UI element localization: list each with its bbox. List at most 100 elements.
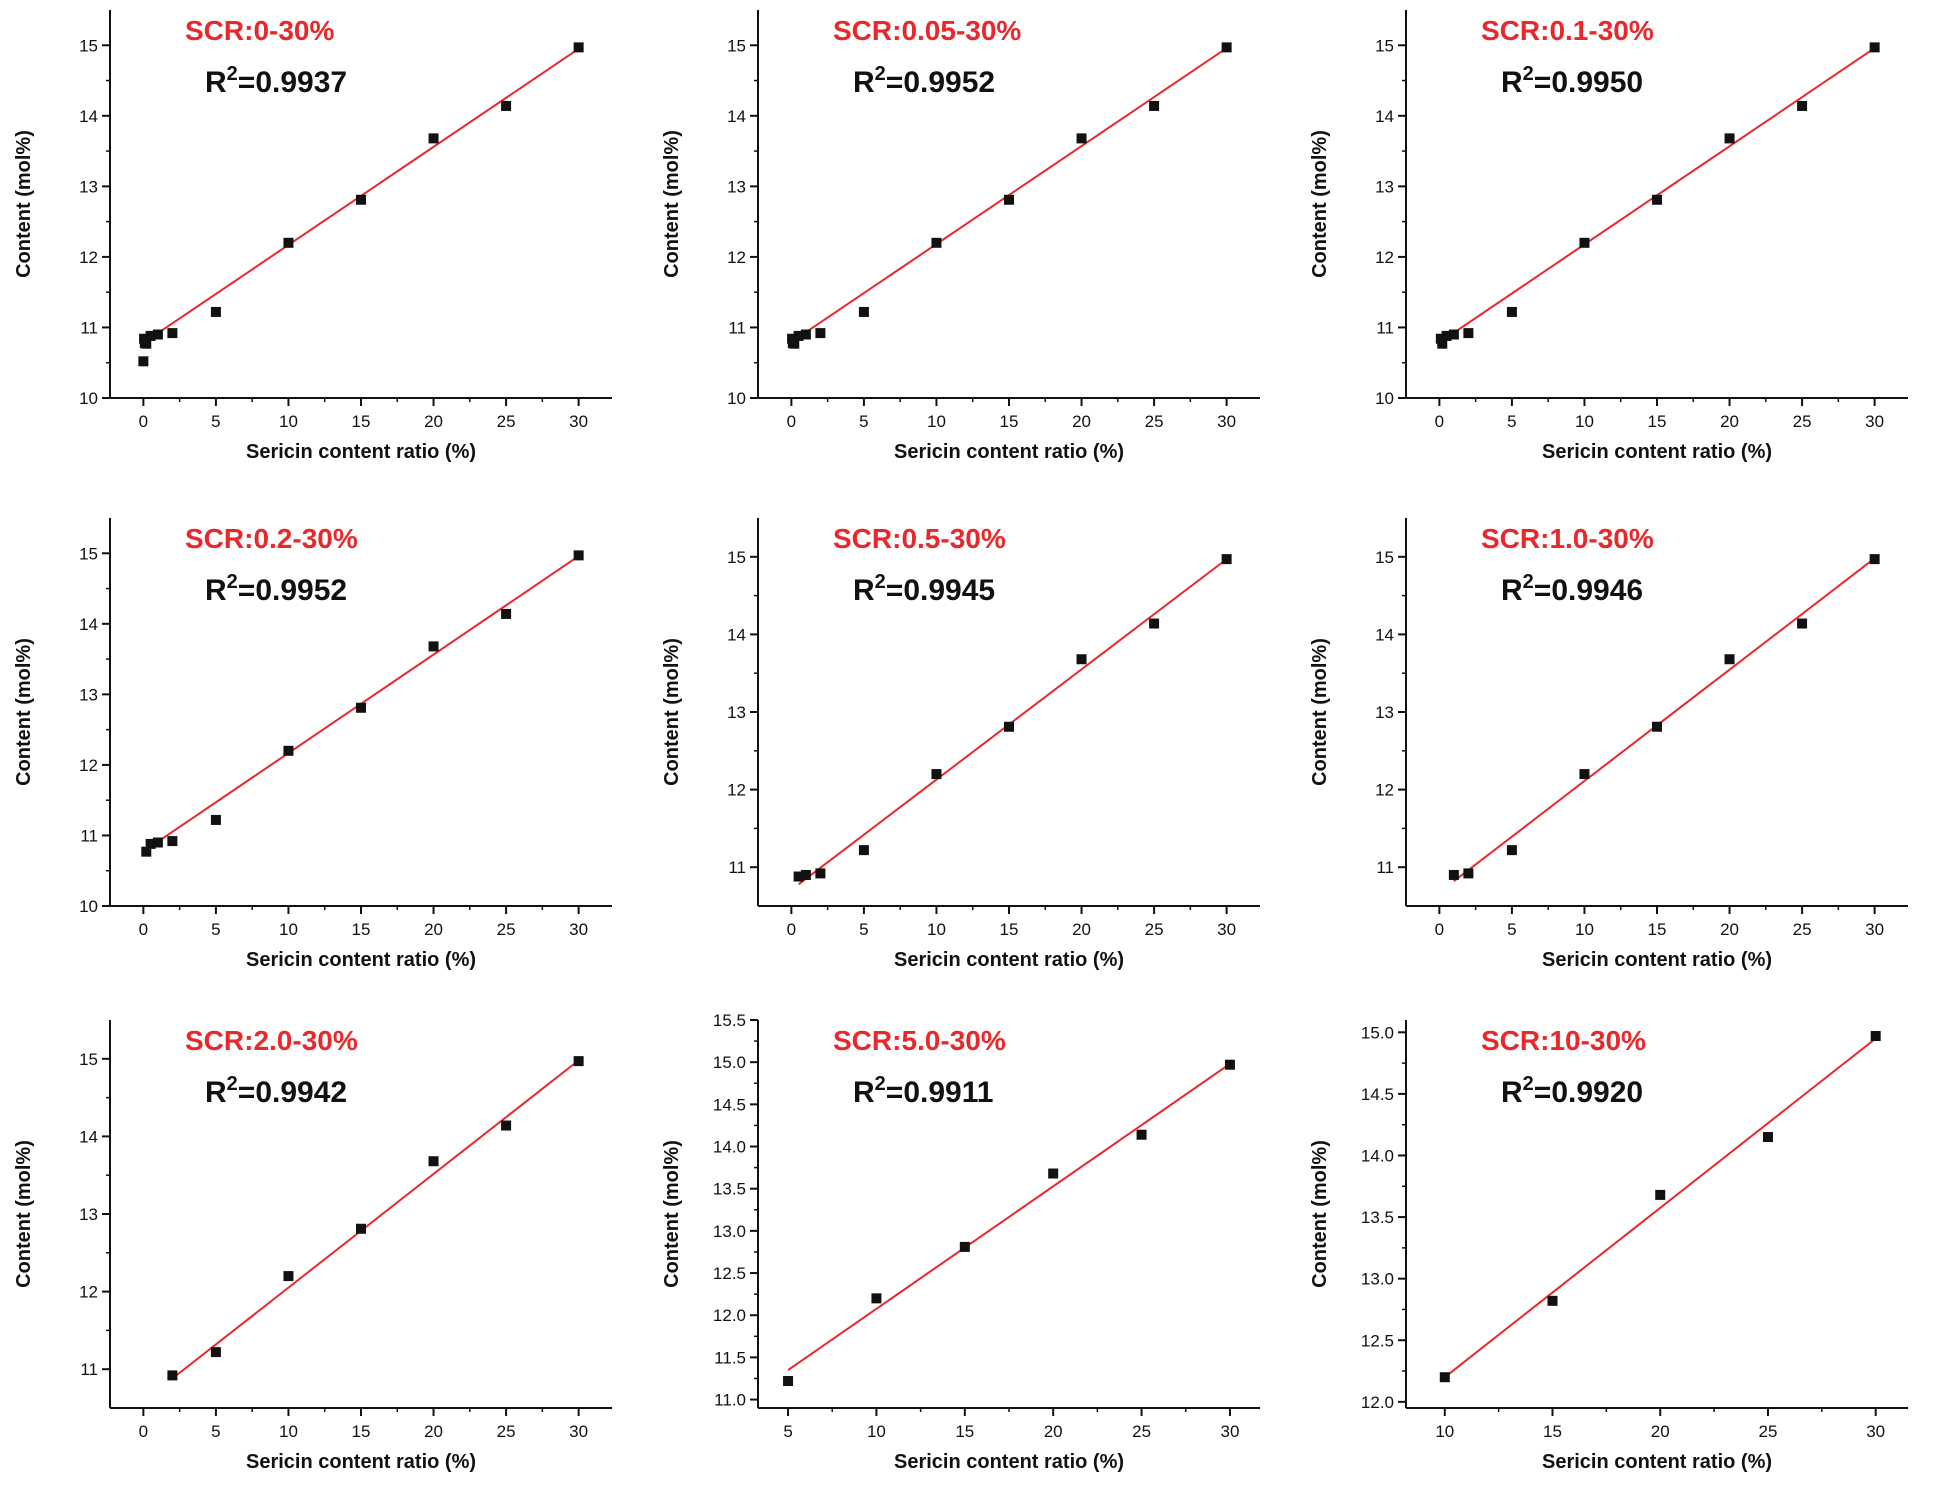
- y-tick-label: 10: [79, 897, 98, 916]
- x-tick-label: 25: [1132, 1422, 1151, 1441]
- data-point: [1076, 133, 1087, 144]
- r-squared-label: R2=0.9952: [205, 571, 347, 607]
- y-tick-label: 13.0: [1361, 1270, 1394, 1289]
- data-point: [573, 1056, 584, 1067]
- y-tick-label: 13: [1375, 177, 1394, 196]
- y-tick-label: 11: [80, 318, 98, 337]
- y-axis-label: Content (mol%): [13, 638, 35, 786]
- fit-line: [1444, 1037, 1877, 1378]
- data-point: [210, 306, 221, 317]
- chart-svg: 0 5 10 15 20 25 30 10 11 12 13 14 15 Sericin content …: [661, 10, 1260, 463]
- data-point: [800, 329, 811, 340]
- data-point: [428, 641, 439, 652]
- chart-panel-1: 0 5 10 15 20 25 30 10 11 12 13 14 15 Sericin content …: [0, 0, 640, 476]
- data-point: [800, 869, 811, 880]
- data-point: [1448, 329, 1459, 340]
- data-point: [871, 1293, 882, 1304]
- x-tick-label: 30: [1217, 920, 1236, 939]
- data-point: [167, 836, 178, 847]
- chart-svg: 0 5 10 15 20 25 30 10 11 12 13 14 15 Sericin content …: [13, 518, 612, 971]
- y-tick-label: 13.5: [1361, 1208, 1394, 1227]
- r-squared-value: =0.9952: [886, 66, 995, 99]
- data-point: [501, 100, 512, 111]
- x-tick-label: 20: [1651, 1422, 1670, 1441]
- data-point: [793, 330, 804, 341]
- x-axis-label: Sericin content ratio (%): [894, 1451, 1124, 1473]
- x-tick-label: 25: [1793, 412, 1812, 431]
- x-tick-label: 20: [424, 1422, 443, 1441]
- x-tick-label: 5: [783, 1422, 792, 1441]
- data-point: [167, 328, 178, 339]
- y-tick-label: 13.5: [713, 1180, 746, 1199]
- x-tick-label: 25: [1758, 1422, 1777, 1441]
- data-point: [815, 328, 826, 339]
- data-point: [1136, 1129, 1147, 1140]
- data-point: [1724, 133, 1735, 144]
- chart-panel-7: 0 5 10 15 20 25 30 11 12 13 14 15 Sericin content ra…: [0, 1010, 640, 1486]
- y-tick-label: 14.0: [1361, 1146, 1394, 1165]
- data-point: [356, 702, 366, 713]
- x-tick-label: 30: [1865, 412, 1884, 431]
- y-axis-label: Content (mol%): [1309, 638, 1331, 786]
- data-point: [931, 237, 942, 248]
- r-squared-exponent: 2: [227, 63, 238, 85]
- x-tick-label: 10: [279, 412, 298, 431]
- data-point: [145, 838, 156, 849]
- chart-title: SCR:0-30%: [185, 15, 334, 46]
- x-tick-label: 0: [787, 412, 796, 431]
- x-tick-label: 25: [1145, 412, 1164, 431]
- x-tick-label: 25: [497, 1422, 516, 1441]
- r-squared-exponent: 2: [1523, 63, 1534, 85]
- y-tick-label: 13: [727, 177, 746, 196]
- x-tick-label: 15: [1543, 1422, 1562, 1441]
- x-tick-label: 30: [569, 920, 588, 939]
- data-point: [1224, 1059, 1235, 1070]
- x-tick-label: 0: [139, 920, 148, 939]
- data-point: [1506, 845, 1517, 856]
- y-tick-label: 15: [79, 1050, 98, 1069]
- data-point: [501, 608, 512, 619]
- data-point: [1579, 237, 1590, 248]
- data-point: [1463, 868, 1474, 879]
- y-tick-label: 11: [728, 318, 746, 337]
- x-tick-label: 25: [497, 412, 516, 431]
- x-tick-label: 10: [279, 1422, 298, 1441]
- y-tick-label: 15.0: [1361, 1023, 1394, 1042]
- y-tick-label: 11: [80, 826, 98, 845]
- x-tick-label: 25: [1145, 920, 1164, 939]
- r-squared-label: R2=0.9952: [853, 63, 995, 99]
- x-tick-label: 20: [1072, 412, 1091, 431]
- x-tick-label: 0: [1435, 920, 1444, 939]
- x-tick-label: 15: [352, 1422, 371, 1441]
- chart-panel-6: 0 5 10 15 20 25 30 11 12 13 14 15 Sericin content ra…: [1296, 508, 1936, 984]
- data-point: [1221, 554, 1232, 565]
- x-tick-label: 10: [1435, 1422, 1454, 1441]
- y-tick-label: 11: [728, 858, 746, 877]
- data-point: [428, 1156, 439, 1167]
- r-squared-value: =0.9911: [886, 1076, 994, 1109]
- r-squared-value: =0.9950: [1534, 66, 1643, 99]
- data-point: [1149, 618, 1160, 629]
- r-squared-symbol: R: [205, 574, 227, 607]
- r-squared-value: =0.9937: [238, 66, 347, 99]
- r-squared-exponent: 2: [227, 571, 238, 593]
- data-point: [1869, 554, 1880, 565]
- r-squared-value: =0.9952: [238, 574, 347, 607]
- y-tick-label: 11.0: [714, 1391, 746, 1410]
- y-tick-label: 12: [79, 756, 98, 775]
- data-point: [815, 868, 826, 879]
- chart-title: SCR:0.05-30%: [833, 15, 1021, 46]
- x-tick-label: 15: [1000, 412, 1019, 431]
- y-tick-label: 15: [1375, 36, 1394, 55]
- x-tick-label: 0: [1435, 412, 1444, 431]
- r-squared-symbol: R: [1501, 574, 1523, 607]
- x-tick-label: 0: [787, 920, 796, 939]
- x-tick-label: 30: [1217, 412, 1236, 431]
- x-tick-label: 5: [211, 412, 220, 431]
- y-tick-label: 15.5: [713, 1011, 746, 1030]
- y-tick-label: 10: [1375, 389, 1394, 408]
- data-point: [1149, 100, 1160, 111]
- data-point: [1724, 654, 1735, 665]
- data-point: [1869, 42, 1880, 53]
- chart-panel-3: 0 5 10 15 20 25 30 10 11 12 13 14 15 Sericin content …: [1296, 0, 1936, 476]
